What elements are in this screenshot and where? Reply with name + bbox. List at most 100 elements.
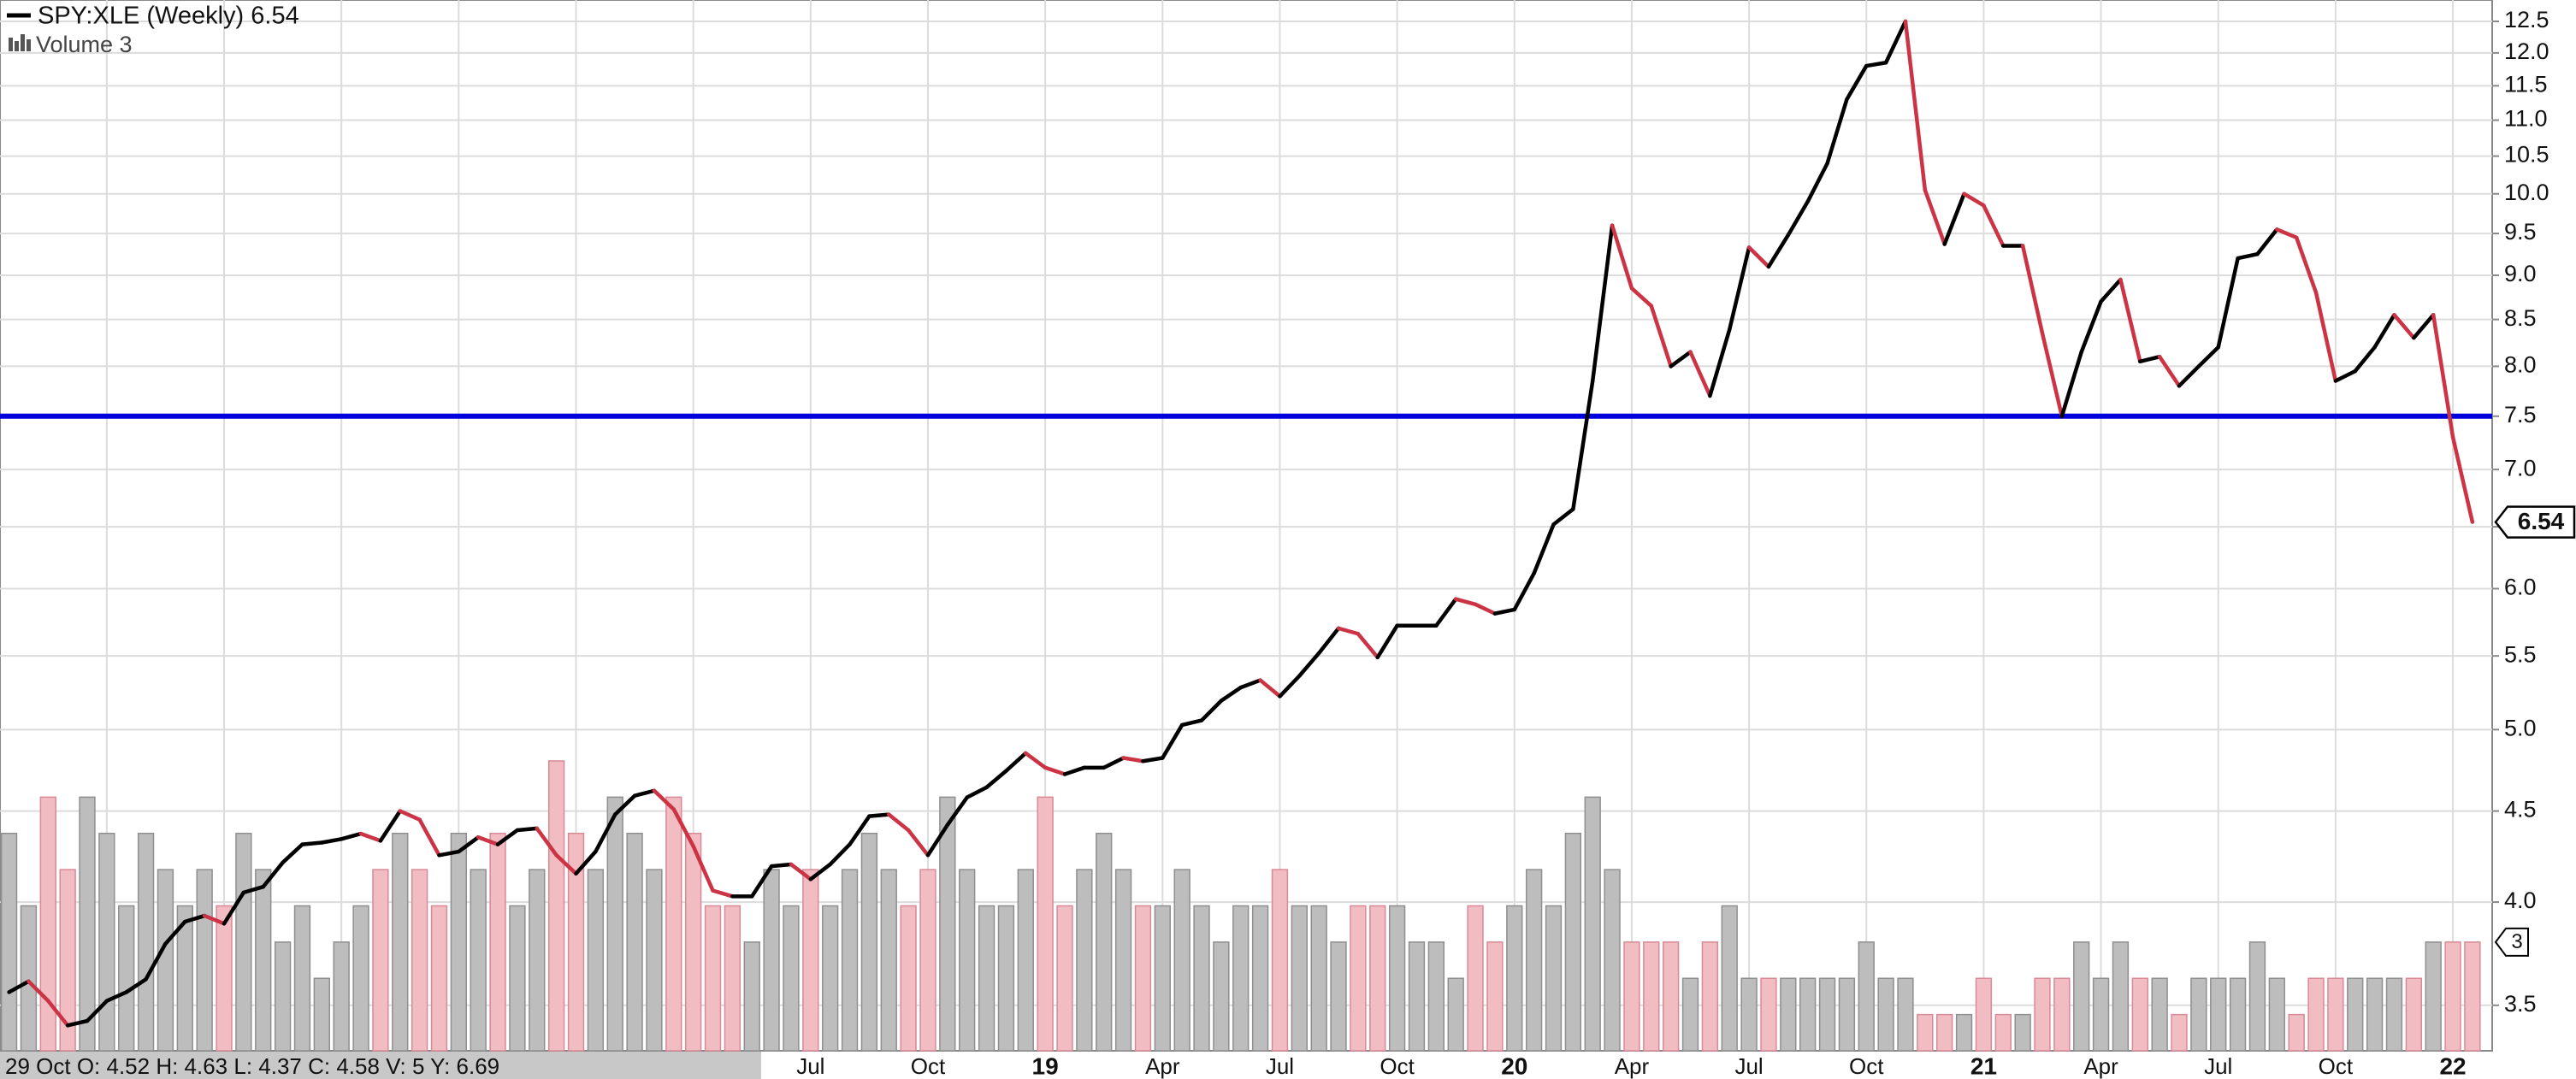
volume-bar	[1604, 869, 1621, 1052]
price-segment	[2412, 313, 2436, 340]
price-segment	[124, 977, 148, 994]
price-segment	[1219, 685, 1243, 703]
volume-bar	[1760, 977, 1777, 1052]
y-tick-label: 9.5	[2504, 219, 2537, 245]
volume-bar	[293, 905, 311, 1052]
volume-bar	[1994, 1013, 2012, 1052]
price-segment	[1786, 199, 1810, 238]
x-tick-label: 20	[1501, 1052, 1527, 1079]
volume-bar	[470, 869, 487, 1052]
volume-bar	[1799, 977, 1817, 1052]
price-segment	[1688, 350, 1712, 398]
legend-price: SPY:XLE (Weekly) 6.54	[38, 3, 299, 30]
volume-bar	[137, 832, 155, 1052]
volume-bar	[1838, 977, 1856, 1052]
volume-bar	[2131, 977, 2148, 1052]
price-segment	[65, 1018, 90, 1028]
price-segment	[945, 795, 969, 828]
price-segment	[1864, 60, 1888, 68]
axis: 3.54.04.55.05.56.06.57.07.58.08.59.09.51…	[796, 7, 2576, 1079]
price-segment	[1199, 699, 1224, 722]
price-segment	[711, 888, 735, 899]
volume-bar	[2405, 977, 2422, 1052]
volume-bar	[919, 869, 936, 1052]
volume-bar	[1975, 977, 1993, 1052]
volume-bar	[606, 796, 623, 1052]
price-segment	[652, 788, 676, 811]
price-segment	[1141, 756, 1165, 764]
volume-bar	[274, 941, 292, 1052]
volume-bar	[1486, 941, 1504, 1052]
price-segment	[1766, 233, 1791, 269]
volume-bar	[2014, 1013, 2031, 1052]
price-segment	[241, 884, 265, 895]
volume-bar	[2151, 977, 2168, 1052]
price-segment	[1297, 651, 1321, 678]
price-segment	[1179, 718, 1204, 728]
price-segment	[1610, 223, 1634, 291]
price-segment	[2275, 227, 2299, 240]
volume-bar	[2229, 977, 2247, 1052]
price-segment	[27, 979, 50, 1003]
price-segment	[2020, 244, 2045, 335]
price-segment	[1024, 751, 1048, 770]
volume-bar	[118, 905, 135, 1052]
volume-bar	[1096, 832, 1113, 1052]
price-line	[7, 19, 2475, 1028]
volume-bar	[2092, 977, 2110, 1052]
price-segment	[104, 990, 128, 1003]
volume-bar	[1564, 832, 1582, 1052]
volume-bar	[1643, 941, 1660, 1052]
price-segment	[2236, 251, 2260, 261]
price-segment	[1238, 678, 1262, 690]
price-segment	[594, 812, 617, 854]
y-tick-label: 12.0	[2504, 38, 2549, 64]
price-segment	[2450, 434, 2475, 524]
volume-bar	[646, 869, 663, 1052]
price-segment	[1590, 223, 1615, 383]
volume-bar	[1251, 905, 1269, 1052]
volume-bar	[2464, 941, 2481, 1052]
volume-bar	[1858, 941, 1875, 1052]
volume-bar	[1681, 977, 1699, 1052]
volume-bar	[372, 869, 389, 1052]
volume-bar	[2268, 977, 2285, 1052]
volume-bar	[1017, 869, 1034, 1052]
price-segment	[1043, 765, 1067, 776]
price-segment	[1473, 602, 1498, 616]
volume-bar	[587, 869, 605, 1052]
price-segment	[437, 849, 461, 858]
price-segment	[2353, 345, 2377, 374]
volume-bar	[1056, 905, 1073, 1052]
x-tick-label: 21	[1970, 1052, 1997, 1079]
volume-bar	[665, 796, 682, 1052]
price-segment	[1278, 674, 1302, 699]
volume-bar	[900, 905, 917, 1052]
price-segment	[2177, 364, 2201, 388]
price-segment	[1629, 286, 1654, 309]
volume-bar	[1662, 941, 1680, 1052]
price-segment	[515, 826, 540, 833]
y-tick-label: 11.0	[2504, 106, 2548, 132]
volume-bar	[763, 869, 780, 1052]
price-segment	[1825, 97, 1849, 166]
volume-bar	[2288, 1013, 2305, 1052]
price-segment	[808, 862, 832, 881]
volume-bar	[20, 905, 38, 1052]
price-segment	[1356, 632, 1380, 660]
volume-bar	[79, 796, 96, 1052]
volume-bar	[841, 869, 859, 1052]
volume-bar	[2366, 977, 2384, 1052]
price-segment	[925, 823, 950, 858]
volume-bar	[411, 869, 428, 1052]
y-tick-label: 4.0	[2504, 887, 2537, 913]
price-segment	[1883, 19, 1908, 65]
volume-bar	[1467, 905, 1484, 1052]
volume-bar	[1134, 905, 1152, 1052]
price-segment	[1121, 756, 1145, 764]
price-segment	[867, 812, 891, 818]
volume-bar	[176, 905, 193, 1052]
price-segment	[2079, 299, 2103, 354]
price-segment	[1727, 245, 1752, 332]
x-tick-label: Apr	[1145, 1053, 1180, 1079]
